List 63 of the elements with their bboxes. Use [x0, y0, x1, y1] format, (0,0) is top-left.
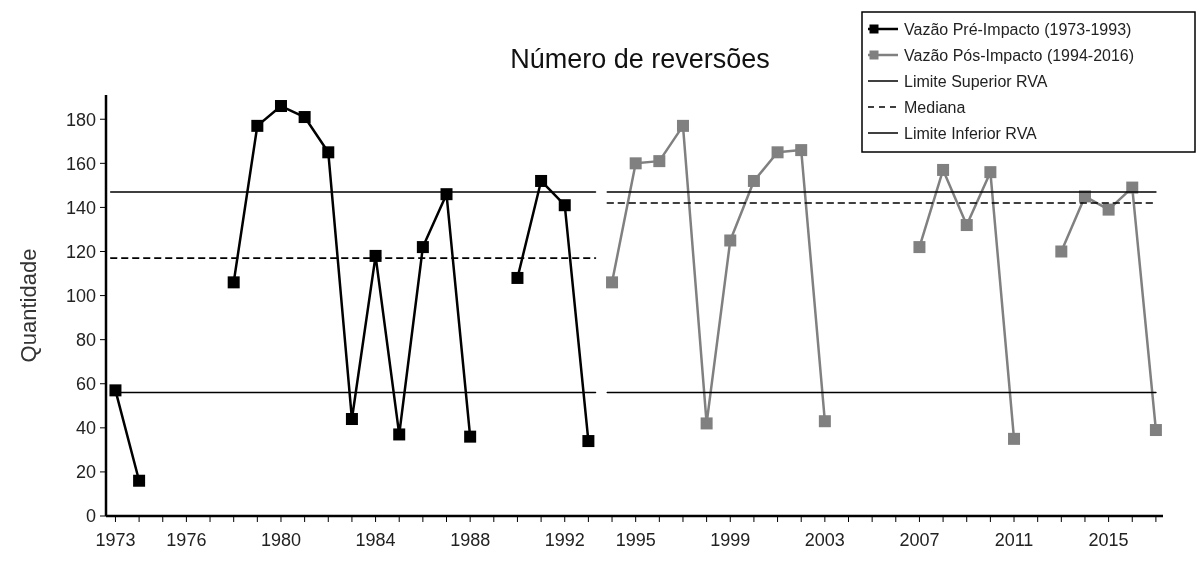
point	[227, 276, 240, 289]
point	[345, 413, 358, 426]
point	[322, 146, 335, 159]
point	[1008, 432, 1021, 445]
legend-label: Vazão Pré-Impacto (1973-1993)	[904, 20, 1132, 38]
point	[653, 155, 666, 168]
point	[274, 100, 287, 113]
y-tick-label: 100	[65, 285, 96, 306]
x-tick-label: 2003	[804, 530, 845, 550]
point	[676, 119, 689, 132]
x-tick-label: 1995	[615, 530, 656, 550]
x-tick-label: 1976	[166, 530, 207, 550]
y-tick-label: 80	[75, 329, 96, 350]
y-tick-label: 60	[75, 374, 96, 395]
y-tick-label: 140	[65, 197, 96, 218]
point	[724, 234, 737, 247]
point	[700, 417, 713, 430]
x-tick-label: 1999	[710, 530, 751, 550]
point	[818, 415, 831, 428]
point	[109, 384, 122, 397]
point	[1149, 424, 1162, 437]
y-tick-label: 180	[65, 109, 96, 130]
y-axis-title: Quantidade	[16, 248, 41, 363]
point	[984, 166, 997, 179]
point	[960, 219, 973, 232]
point	[133, 474, 146, 487]
point	[558, 199, 571, 212]
point	[1055, 245, 1068, 258]
point	[629, 157, 642, 170]
y-tick-label: 120	[65, 241, 96, 262]
point	[747, 174, 760, 187]
y-tick-label: 40	[75, 418, 96, 439]
legend-label: Limite Superior RVA	[904, 72, 1048, 90]
point	[535, 174, 548, 187]
legend-label: Limite Inferior RVA	[904, 124, 1038, 142]
point	[913, 241, 926, 254]
legend-label: Mediana	[904, 98, 966, 116]
point	[1102, 203, 1115, 216]
point	[511, 271, 524, 284]
point	[795, 144, 808, 157]
point	[582, 435, 595, 448]
point	[393, 428, 406, 441]
x-tick-label: 1973	[95, 530, 136, 550]
point	[606, 276, 619, 289]
point	[464, 430, 477, 443]
x-tick-label: 2007	[899, 530, 940, 550]
y-tick-label: 0	[85, 506, 96, 527]
x-tick-label: 1980	[260, 530, 302, 550]
chart-title: Número de reversões	[510, 44, 770, 74]
y-tick-label: 20	[75, 462, 96, 483]
point	[369, 249, 382, 262]
x-tick-label: 1992	[544, 530, 585, 550]
point	[298, 111, 311, 124]
x-tick-label: 1988	[450, 530, 491, 550]
point	[771, 146, 784, 159]
x-tick-label: 2011	[994, 530, 1034, 550]
x-tick-label: 1984	[355, 530, 396, 550]
legend-label: Vazão Pós-Impacto (1994-2016)	[904, 46, 1135, 64]
y-tick-label: 160	[65, 153, 96, 174]
x-tick-label: 2015	[1088, 530, 1129, 550]
point	[937, 163, 950, 176]
point	[416, 241, 429, 254]
point	[251, 119, 264, 132]
